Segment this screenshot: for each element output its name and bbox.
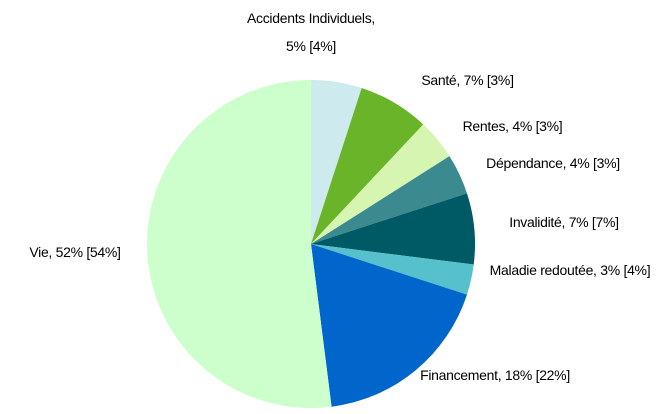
- bracket-label: [22%]: [535, 367, 571, 383]
- category-name: Rentes,: [462, 118, 509, 134]
- slice-label: Financement, 18% [22%]: [412, 361, 578, 389]
- bracket-label: [4%]: [623, 262, 651, 278]
- value-label: 18%: [504, 367, 533, 383]
- pie-slice: [311, 80, 362, 244]
- value-label: 7%: [463, 72, 484, 88]
- value-label: 3%: [600, 262, 620, 278]
- slice-label: Accidents Individuels, 5% [4%]: [241, 4, 381, 60]
- slice-label: Maladie redoutée, 3% [4%]: [474, 256, 666, 284]
- category-name: Dépendance,: [486, 155, 567, 171]
- slice-label: Rentes, 4% [3%]: [425, 112, 600, 140]
- value-label: 52%: [55, 244, 83, 260]
- bracket-label: [3%]: [535, 118, 563, 134]
- pie-slice: [311, 88, 424, 244]
- category-name: Invalidité,: [509, 214, 566, 230]
- value-label: 7%: [568, 214, 589, 230]
- pie-slice: [311, 156, 467, 244]
- category-name: Santé,: [421, 72, 461, 88]
- bracket-label: [4%]: [309, 38, 337, 54]
- value-label: 4%: [569, 155, 590, 171]
- bracket-label: [3%]: [593, 155, 620, 171]
- category-name: Vie,: [29, 244, 53, 260]
- category-name: Accidents Individuels,: [246, 10, 376, 26]
- value-label: 4%: [512, 118, 532, 134]
- bracket-label: [7%]: [591, 214, 619, 230]
- bracket-label: [54%]: [86, 244, 121, 260]
- slice-label: Invalidité, 7% [7%]: [474, 208, 654, 236]
- category-name: Maladie redoutée,: [489, 262, 597, 278]
- value-label: 5%: [285, 38, 306, 54]
- pie-slice: [311, 244, 474, 295]
- pie-slice: [311, 124, 450, 244]
- slice-label: Vie, 52% [54%]: [0, 238, 150, 266]
- pie-slice: [311, 244, 467, 407]
- pie-slice: [146, 80, 332, 409]
- slice-label: Dépendance, 4% [3%]: [458, 149, 648, 177]
- category-name: Financement,: [420, 367, 502, 383]
- pie-slice: [311, 193, 475, 265]
- bracket-label: [3%]: [486, 72, 514, 88]
- slice-label: Santé, 7% [3%]: [380, 66, 555, 94]
